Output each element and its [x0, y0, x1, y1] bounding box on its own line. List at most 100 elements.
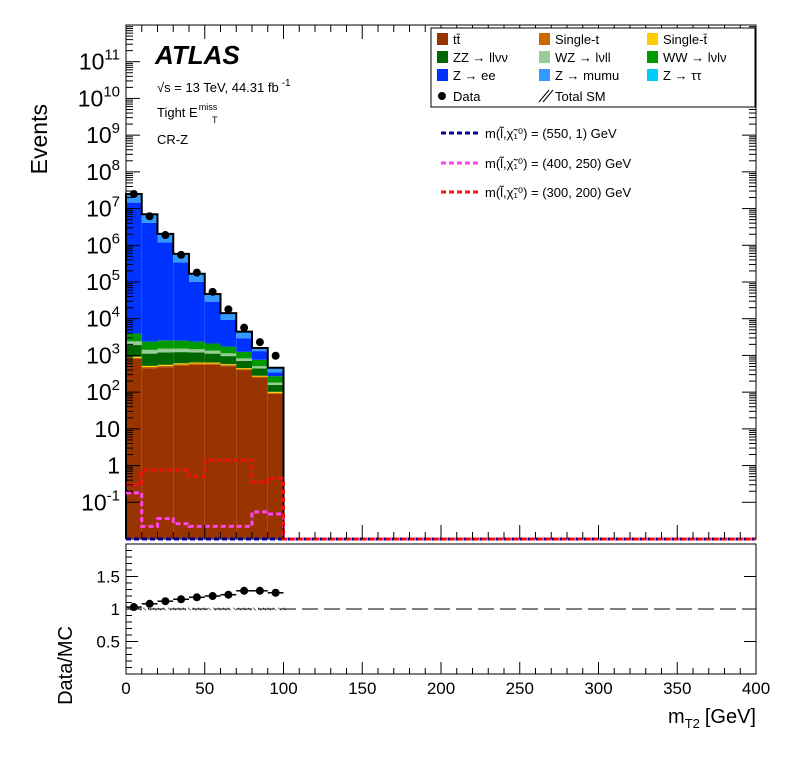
stack-bar-7-bin-4 [189, 273, 205, 282]
ratio-point-2 [161, 597, 170, 606]
y-tick-base-5: 10 [86, 232, 112, 258]
ratio-uncertainty-hatch [202, 607, 207, 611]
stack-bar-5-bin-5 [204, 343, 221, 351]
stack-bar-7-bin-5 [204, 294, 221, 302]
x-tick-label-3: 150 [348, 679, 376, 698]
legend-label-0-0: tt̄ [453, 32, 461, 47]
ratio-uncertainty-hatch [162, 607, 167, 611]
stack-bar-5-bin-6 [220, 346, 237, 354]
lumi-unit-exponent: -1 [282, 78, 291, 89]
data-point-8 [255, 338, 264, 347]
stack-bar-3-bin-3 [173, 352, 189, 364]
ratio-uncertainty-hatch [167, 607, 172, 611]
y-tick-base-8: 10 [86, 342, 112, 368]
data-point-2 [161, 231, 170, 240]
stack-bar-4-bin-8 [252, 366, 268, 369]
ratio-uncertainty-hatch [157, 607, 162, 611]
y-tick-base-11: 1 [107, 453, 120, 479]
y-tick-label-12: 10-1 [81, 487, 120, 515]
stack-bar-0-bin-4 [189, 364, 205, 539]
y-tick-base-1: 10 [78, 85, 104, 111]
x-tick-label-0: 0 [121, 679, 130, 698]
ratio-uncertainty-hatch [152, 607, 157, 611]
legend-label-0-2: Single-t̄ [663, 32, 707, 47]
stack-bar-1-bin-9 [267, 392, 284, 394]
legend-label-1-1: WZ → lνll [555, 50, 611, 65]
stack-bar-1-bin-8 [252, 376, 268, 378]
stack-bar-3-bin-6 [220, 356, 237, 365]
stack-bar-6-bin-2 [157, 242, 174, 341]
stack-bar-6-bin-9 [267, 372, 284, 377]
y-tick-label-5: 106 [86, 230, 120, 258]
data-point-9 [271, 351, 280, 360]
stack-bar-0-bin-8 [252, 377, 268, 539]
energy-lumi-text: √s = 13 TeV, 44.31 fb [157, 80, 279, 95]
y-tick-label-6: 105 [86, 267, 120, 295]
data-point-1 [145, 212, 154, 221]
met-selection-label: Tight Emiss T [157, 102, 218, 125]
region-label: CR-Z [157, 132, 188, 147]
x-tick-label-5: 250 [506, 679, 534, 698]
ratio-uncertainty-hatch [252, 607, 257, 611]
stack-bar-7-bin-0 [126, 193, 142, 203]
stack-bar-6-bin-4 [189, 281, 205, 342]
stack-bar-6-bin-5 [204, 301, 221, 344]
ratio-uncertainty-hatch [192, 607, 197, 611]
stack-bar-1-bin-1 [141, 366, 158, 369]
legend-swatch-0-0 [437, 33, 448, 45]
ratio-uncertainty-hatch [277, 607, 282, 611]
stack-bar-2-bin-3 [173, 363, 189, 365]
y-tick-base-4: 10 [86, 196, 112, 222]
ratio-uncertainty-hatch [172, 607, 177, 611]
stack-bar-6-bin-0 [126, 202, 142, 334]
stack-bar-7-bin-9 [267, 367, 284, 373]
ratio-uncertainty-hatch [267, 607, 272, 611]
y-tick-exponent-5: 6 [112, 230, 120, 247]
ratio-uncertainty-hatch [247, 607, 252, 611]
ratio-uncertainty-hatch [142, 607, 147, 611]
met-subscript: T [212, 115, 218, 125]
stack-bar-7-bin-6 [220, 313, 237, 320]
stack-bar-5-bin-7 [236, 351, 252, 359]
legend: tt̄ Single-t Single-t̄ ZZ → llνν WZ → lνll WW… [430, 27, 756, 108]
stacked-histogram [125, 189, 756, 541]
ratio-point-9 [271, 588, 280, 597]
stack-bar-2-bin-9 [267, 391, 284, 393]
signal-legend-label-2: m(l̃,χ̃₁⁰) = (300, 200) GeV [485, 185, 631, 200]
ratio-point-8 [255, 586, 264, 595]
signal-legend: m(l̃,χ̃₁⁰) = (550, 1) GeV m(l̃,χ̃₁⁰) = (4… [441, 126, 631, 200]
signal-line-2 [126, 458, 756, 541]
legend-label-0-1: Single-t [555, 32, 599, 47]
stack-bar-0-bin-7 [236, 370, 252, 539]
stack-bar-6-bin-6 [220, 319, 237, 347]
stack-bar-2-bin-4 [189, 362, 205, 364]
y-tick-base-10: 10 [94, 416, 120, 442]
stack-bar-6-bin-8 [252, 351, 268, 360]
ratio-plot: 0.5 1 1.5 0 50 100 150 200 250 300 350 400 [96, 550, 770, 698]
legend-swatch-1-1 [539, 51, 550, 63]
legend-swatch-2-2 [647, 69, 658, 81]
stack-bar-0-bin-5 [204, 364, 221, 539]
ratio-uncertainty-hatch [217, 607, 222, 611]
y-tick-exponent-12: -1 [107, 487, 120, 504]
stack-bar-6-bin-7 [236, 338, 252, 352]
ratio-uncertainty-hatch [257, 607, 262, 611]
y-tick-base-7: 10 [86, 306, 112, 332]
y-tick-label-4: 107 [86, 194, 120, 222]
stack-bar-1-bin-6 [220, 365, 237, 367]
ratio-uncertainty-hatch [232, 607, 237, 611]
y-tick-label-7: 104 [86, 304, 120, 332]
data-point-7 [240, 323, 249, 332]
data-point-0 [129, 189, 138, 198]
x-axis-title: mT2 [GeV] [668, 706, 756, 731]
stack-bar-4-bin-1 [141, 349, 158, 354]
y-tick-exponent-3: 8 [112, 157, 120, 174]
stack-bar-7-bin-8 [252, 348, 268, 352]
stack-bar-2-bin-5 [204, 362, 221, 364]
y-tick-exponent-7: 4 [112, 304, 120, 321]
x-axis-title-unit: [GeV] [705, 706, 756, 728]
stack-bar-4-bin-5 [204, 350, 221, 354]
y-tick-label-9: 102 [86, 377, 120, 405]
y-tick-exponent-1: 10 [103, 83, 120, 100]
